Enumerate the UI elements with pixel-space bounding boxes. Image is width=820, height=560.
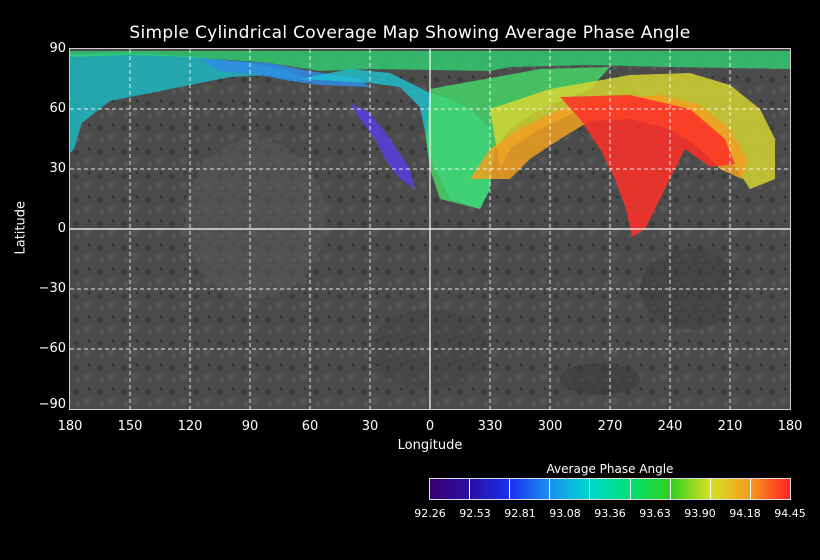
x-tick-label: 210 [717, 419, 743, 434]
y-tick-label: 60 [49, 101, 66, 116]
x-tick-label: 300 [537, 419, 563, 434]
x-tick-label: 270 [597, 419, 623, 434]
x-tick-label: 150 [117, 419, 143, 434]
coverage-purple [350, 103, 415, 189]
x-tick-label: 180 [777, 419, 803, 434]
coverage-yellow [490, 73, 775, 189]
basin [560, 363, 640, 395]
map-title: Simple Cylindrical Coverage Map Showing … [129, 23, 691, 43]
colorbar-tick-label: 93.36 [594, 507, 626, 520]
y-axis-label: Latitude [13, 200, 29, 255]
y-tick-label: 30 [49, 161, 66, 176]
x-tick-label: 0 [425, 419, 435, 434]
x-tick-label: 120 [177, 419, 203, 434]
colorbar-tick-label: 94.45 [774, 507, 806, 520]
y-tick-label: −90 [38, 397, 66, 412]
colorbar-segment [710, 479, 751, 499]
coverage-green-mid [426, 67, 610, 209]
colorbar-segment [430, 479, 471, 499]
colorbar [429, 478, 791, 500]
y-tick-label: −30 [38, 281, 66, 296]
y-tick-label: −60 [38, 341, 66, 356]
colorbar-tick-label: 92.26 [414, 507, 446, 520]
colorbar-segment [750, 479, 790, 499]
colorbar-segment [510, 479, 551, 499]
colorbar-segment [550, 479, 591, 499]
equator-meridian [70, 49, 790, 409]
x-tick-label: 30 [361, 419, 379, 434]
y-tick-label: 0 [57, 221, 66, 236]
colorbar-tick-label: 93.90 [684, 507, 716, 520]
colorbar-tick-label: 94.18 [729, 507, 761, 520]
x-tick-label: 240 [657, 419, 683, 434]
colorbar-segment [470, 479, 511, 499]
colorbar-title: Average Phase Angle [546, 462, 674, 476]
graticule [70, 49, 790, 409]
colorbar-tick-label: 93.63 [639, 507, 671, 520]
colorbar-segment [590, 479, 631, 499]
map-svg [70, 49, 790, 409]
colorbar-segment [670, 479, 711, 499]
x-tick-label: 60 [301, 419, 319, 434]
coverage-red [560, 95, 735, 237]
x-axis-label: Longitude [397, 438, 463, 453]
y-tick-label: 90 [49, 41, 66, 56]
colorbar-tick-label: 93.08 [549, 507, 581, 520]
colorbar-tick-label: 92.81 [504, 507, 536, 520]
colorbar-tick-label: 92.53 [459, 507, 491, 520]
basin [185, 139, 325, 299]
coverage-map [69, 48, 791, 410]
x-tick-label: 180 [57, 419, 83, 434]
colorbar-segment [630, 479, 671, 499]
x-tick-label: 330 [477, 419, 503, 434]
x-tick-label: 90 [241, 419, 259, 434]
